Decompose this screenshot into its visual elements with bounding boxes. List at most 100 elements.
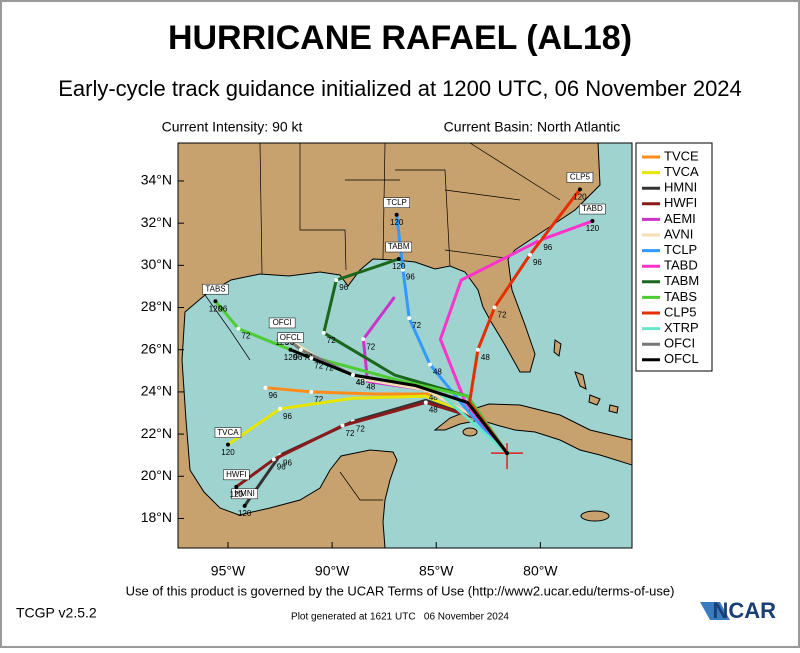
- hour-label: 48: [433, 368, 442, 377]
- end-box: [223, 469, 250, 481]
- end-name: CLP5: [570, 173, 591, 182]
- tracks: 729696TVCA1207296HMNI120487296HWFI120487…: [202, 172, 606, 518]
- hour-label: 48: [356, 378, 365, 387]
- terms: Use of this product is governed by the U…: [126, 583, 675, 598]
- hour-label: 96: [543, 243, 552, 252]
- end-hour: 120: [392, 262, 406, 271]
- track-point: [340, 423, 345, 428]
- track: [439, 392, 509, 455]
- legend-label: HWFI: [664, 195, 697, 210]
- hour-label: 72: [314, 395, 323, 404]
- end-point: [590, 219, 595, 224]
- end-name: TABS: [205, 284, 225, 293]
- track-point: [427, 362, 432, 367]
- track-point: [361, 337, 366, 342]
- track: [214, 300, 509, 454]
- end-name: TABM: [388, 242, 410, 251]
- track-point: [263, 385, 268, 390]
- title: HURRICANE RAFAEL (AL18): [168, 19, 632, 57]
- end-name: OFCI: [273, 318, 292, 327]
- hour-label: 96: [218, 304, 227, 313]
- y-tick-label: 22°N: [141, 425, 172, 441]
- track-point: [271, 457, 276, 462]
- y-tick-label: 24°N: [141, 383, 172, 399]
- track: [289, 348, 509, 455]
- hour-label: 96: [283, 412, 292, 421]
- hour-label: 96: [277, 463, 286, 472]
- map: 729696TVCA1207296HMNI120487296HWFI120487…: [178, 143, 632, 548]
- legend-label: XTRP: [664, 320, 699, 335]
- version: TCGP v2.5.2: [16, 605, 97, 621]
- legend-label: HMNI: [664, 180, 697, 195]
- end-box: [231, 488, 258, 500]
- end-name: HWFI: [226, 470, 246, 479]
- isle-of-youth: [462, 427, 478, 437]
- hour-label: 96: [533, 258, 542, 267]
- end-name: TVCA: [217, 428, 239, 437]
- generated: Plot generated at 1621 UTC 06 November 2…: [291, 612, 509, 623]
- end-box: [202, 283, 229, 295]
- hour-label: 96: [406, 273, 415, 282]
- end-point: [213, 299, 218, 304]
- bahamas: [553, 339, 619, 414]
- hour-label: 96: [283, 458, 292, 467]
- legend: TVCETVCAHMNIHWFIAEMIAVNITCLPTABDTABMTABS…: [635, 142, 713, 372]
- legend-label: OFCI: [664, 336, 695, 351]
- hour-label: 72: [325, 363, 334, 372]
- track-point: [236, 326, 241, 331]
- hour-label: 72: [314, 361, 323, 370]
- legend-label: CLP5: [664, 304, 697, 319]
- x-tick-label: 85°W: [419, 563, 454, 579]
- track-point: [298, 347, 303, 352]
- end-name: HMNI: [234, 489, 254, 498]
- legend-label: TVCA: [664, 164, 699, 179]
- legend-label: AVNI: [664, 226, 693, 241]
- y-tick-label: 20°N: [141, 467, 172, 483]
- hour-label: 48: [429, 406, 438, 415]
- map-border: [177, 142, 633, 549]
- end-hour: 120: [238, 509, 252, 518]
- end-point: [225, 442, 230, 447]
- track-point: [309, 356, 314, 361]
- legend-label: TABD: [664, 258, 698, 273]
- hour-label: 72: [241, 332, 250, 341]
- track-point: [400, 267, 405, 272]
- track-point: [334, 278, 339, 283]
- y-tick-label: 18°N: [141, 509, 172, 525]
- track-point: [309, 389, 314, 394]
- current-dot: [505, 451, 510, 456]
- jamaica: [580, 510, 610, 522]
- hour-label: 72: [366, 342, 375, 351]
- legend-label: TVCE: [664, 148, 699, 163]
- basin: Current Basin: North Atlantic: [444, 119, 621, 135]
- y-tick-label: 34°N: [141, 172, 172, 188]
- y-tick-label: 26°N: [141, 340, 172, 356]
- track-point: [423, 400, 428, 405]
- end-box: [277, 332, 304, 343]
- hour-label: 48: [366, 382, 375, 391]
- end-hour: 120: [284, 353, 298, 362]
- end-point: [394, 212, 399, 217]
- intensity: Current Intensity: 90 kt: [162, 119, 303, 135]
- legend-label: TABM: [664, 273, 699, 288]
- end-hour: 120: [573, 193, 587, 202]
- hour-label: 72: [327, 336, 336, 345]
- subtitle: Early-cycle track guidance initialized a…: [58, 76, 742, 101]
- track-point: [527, 252, 532, 257]
- end-point: [396, 257, 401, 262]
- end-box: [268, 317, 296, 329]
- legend-label: TCLP: [664, 242, 697, 257]
- hour-label: 72: [356, 425, 365, 434]
- x-tick-label: 90°W: [315, 563, 350, 579]
- end-box: [383, 197, 410, 208]
- track-point: [350, 373, 355, 378]
- logo: NCAR: [712, 598, 776, 623]
- end-hour: 120: [586, 224, 600, 233]
- end-point: [234, 484, 239, 489]
- y-tick-label: 30°N: [141, 256, 172, 272]
- land: [178, 143, 601, 548]
- end-box: [385, 241, 413, 253]
- legend-label: OFCL: [664, 351, 699, 366]
- track-point: [492, 305, 497, 310]
